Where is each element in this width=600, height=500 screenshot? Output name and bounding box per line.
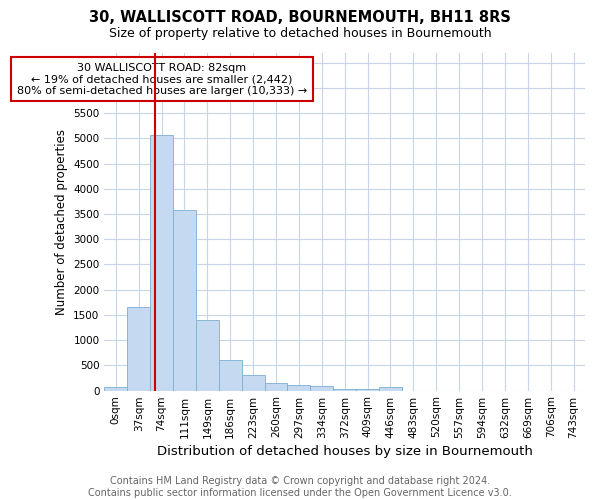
Bar <box>287 384 310 390</box>
Bar <box>333 388 356 390</box>
Bar <box>104 387 127 390</box>
Bar <box>310 386 333 390</box>
Y-axis label: Number of detached properties: Number of detached properties <box>55 128 68 314</box>
Text: 30 WALLISCOTT ROAD: 82sqm
← 19% of detached houses are smaller (2,442)
80% of se: 30 WALLISCOTT ROAD: 82sqm ← 19% of detac… <box>17 62 307 96</box>
Bar <box>356 389 379 390</box>
Text: 30, WALLISCOTT ROAD, BOURNEMOUTH, BH11 8RS: 30, WALLISCOTT ROAD, BOURNEMOUTH, BH11 8… <box>89 10 511 25</box>
X-axis label: Distribution of detached houses by size in Bournemouth: Distribution of detached houses by size … <box>157 444 533 458</box>
Bar <box>196 320 219 390</box>
Text: Size of property relative to detached houses in Bournemouth: Size of property relative to detached ho… <box>109 28 491 40</box>
Bar <box>219 360 242 390</box>
Bar <box>127 308 150 390</box>
Bar <box>173 210 196 390</box>
Bar <box>150 136 173 390</box>
Text: Contains HM Land Registry data © Crown copyright and database right 2024.
Contai: Contains HM Land Registry data © Crown c… <box>88 476 512 498</box>
Bar <box>265 382 287 390</box>
Bar <box>242 376 265 390</box>
Bar <box>379 388 402 390</box>
